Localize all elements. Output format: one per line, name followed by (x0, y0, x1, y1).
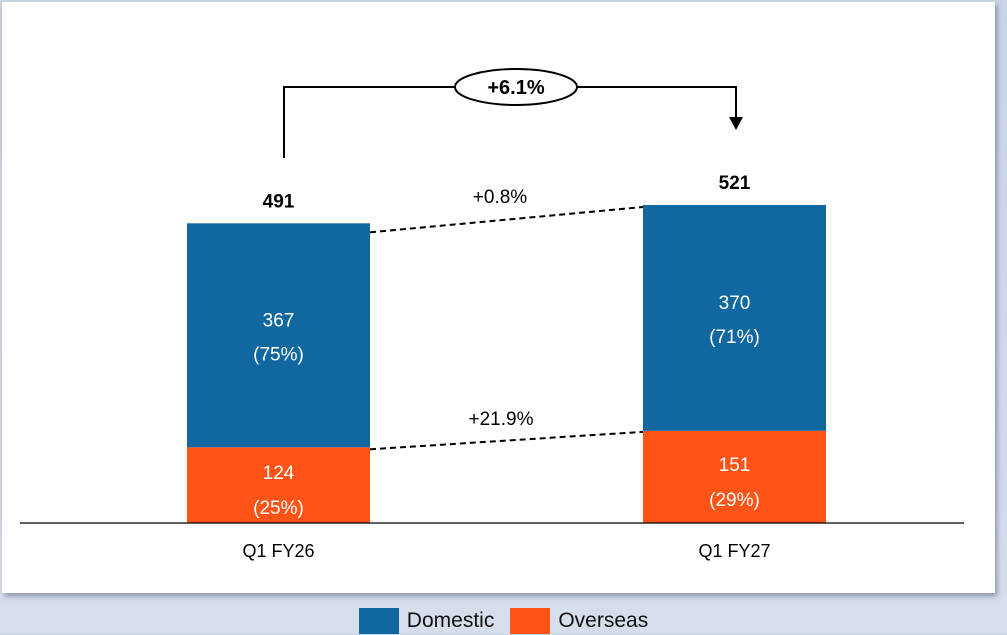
legend-swatch-domestic (358, 608, 399, 634)
connector-domestic (369, 206, 644, 234)
legend-swatch-overseas (510, 608, 551, 634)
growth-badge (454, 68, 578, 106)
legend-label-overseas: Overseas (558, 609, 649, 632)
bar-overseas-2 (643, 430, 826, 523)
data-label-domestic-2: 370 (719, 293, 751, 314)
bar-overseas-1 (187, 447, 370, 523)
x-tick-label-1: Q1 FY26 (242, 541, 314, 561)
bar-domestic-1 (187, 223, 370, 448)
legend: Domestic Overseas (0, 607, 1007, 635)
growth-label-total: +6.1% (487, 77, 544, 99)
data-label-domestic-share-2: (71%) (709, 327, 760, 348)
total-label-2: 521 (719, 173, 751, 194)
bar-domestic-2 (643, 205, 826, 431)
x-tick-label-2: Q1 FY27 (698, 541, 770, 561)
data-label-domestic-share-1: (75%) (253, 344, 304, 365)
data-label-overseas-share-1: (25%) (253, 498, 304, 519)
growth-label-overseas: +21.9% (469, 409, 534, 430)
total-label-1: 491 (263, 191, 295, 212)
connector-overseas (369, 430, 644, 451)
growth-arrowhead-icon (729, 117, 743, 130)
data-label-domestic-1: 367 (263, 310, 295, 331)
legend-item-overseas: Overseas (510, 608, 648, 634)
data-label-overseas-2: 151 (719, 455, 751, 476)
legend-item-domestic: Domestic (358, 608, 495, 634)
data-label-overseas-1: 124 (263, 463, 295, 484)
growth-label-domestic: +0.8% (473, 187, 528, 208)
legend-label-domestic: Domestic (406, 609, 495, 632)
data-label-overseas-share-2: (29%) (709, 490, 760, 511)
